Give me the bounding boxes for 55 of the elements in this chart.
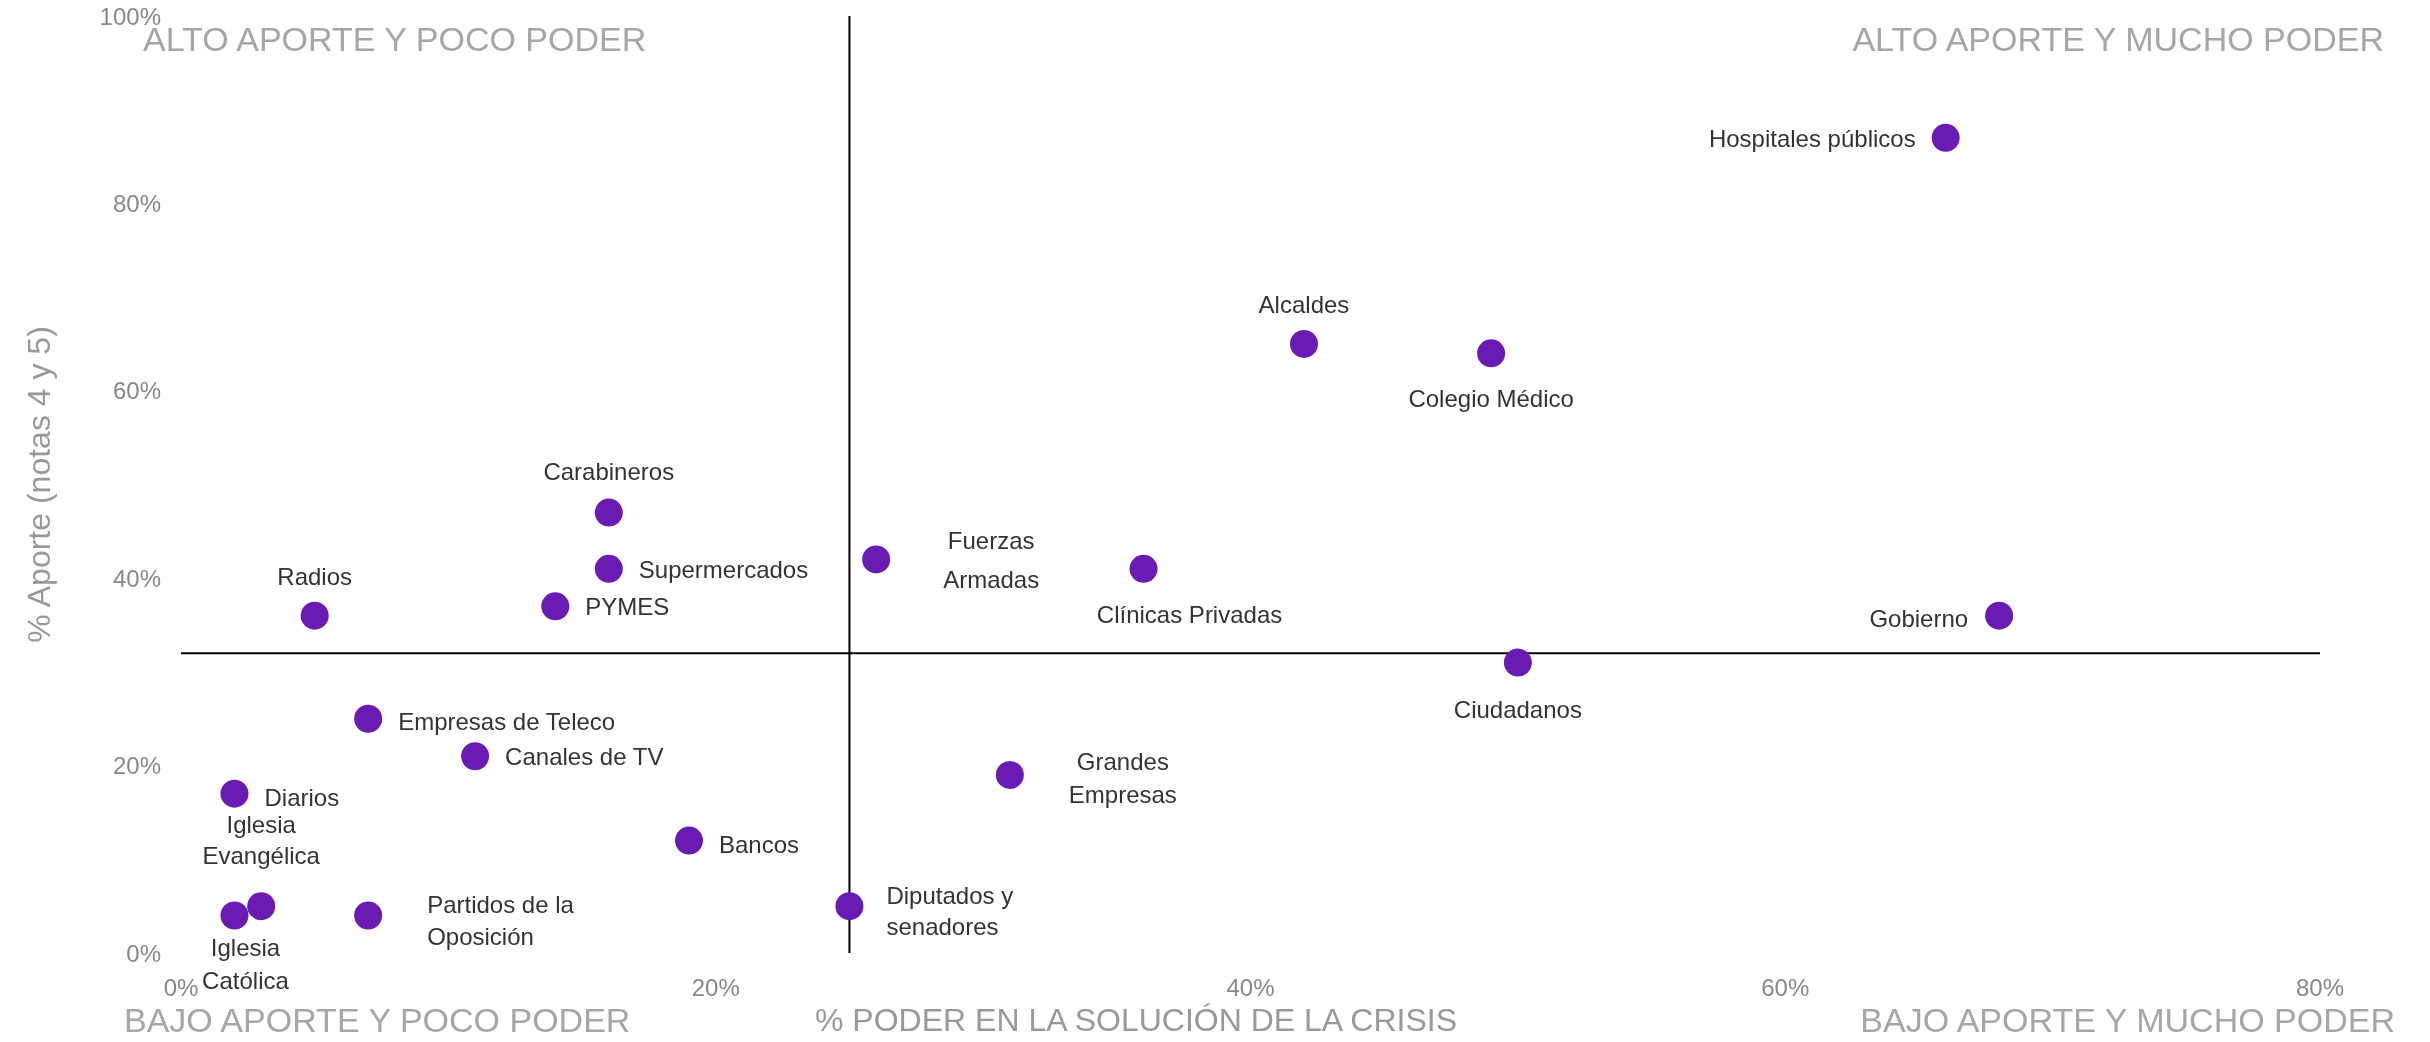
x-axis-title: % PODER EN LA SOLUCIÓN DE LA CRISIS (815, 1002, 1457, 1038)
annotation: Empresas de Teleco (398, 707, 616, 735)
text: BAJO APORTE Y POCO PODER (124, 1001, 631, 1039)
point (1289, 329, 1318, 358)
y-tick-label: 0% (126, 939, 161, 967)
annotation: Bancos (719, 830, 800, 858)
x-tick-label: 20% (691, 974, 740, 1002)
point (220, 901, 249, 930)
annotation: Canales de TV (505, 742, 664, 770)
annotation: Carabineros (543, 457, 675, 485)
annotation: Iglesia Evangélica (202, 810, 321, 869)
annotation: Colegio Médico (1408, 384, 1574, 412)
point (1129, 554, 1158, 583)
point (247, 892, 276, 921)
point (594, 498, 623, 527)
annotation: Diputados y senadores (886, 881, 1014, 940)
point (220, 779, 249, 808)
annotation: Gobierno (1869, 604, 1969, 632)
point (675, 826, 704, 855)
y-tick-label: 40% (112, 564, 161, 592)
y-tick-label: 60% (112, 377, 161, 405)
annotation: Ciudadanos (1453, 695, 1582, 723)
text: BAJO APORTE Y MUCHO PODER (1860, 1001, 2395, 1039)
x-tick-label: 80% (2295, 974, 2345, 1002)
x-tick-label: 0% (163, 974, 199, 1002)
annotation: Radios (277, 562, 353, 590)
annotation: Clínicas Privadas (1096, 600, 1283, 628)
annotation: PYMES (585, 592, 670, 620)
annotation: Grandes Empresas (1068, 747, 1177, 808)
point (995, 760, 1024, 789)
point (1503, 648, 1532, 677)
point (1985, 601, 2014, 630)
point (461, 742, 490, 771)
point (1931, 123, 1960, 152)
annotation: Supermercados (638, 555, 809, 583)
y-axis-title: % Aporte (notas 4 y 5) (21, 326, 57, 643)
point (594, 554, 623, 583)
y-tick-label: 20% (112, 752, 161, 780)
point (300, 601, 329, 630)
annotation: Alcaldes (1258, 290, 1350, 318)
annotation: Diarios (264, 783, 340, 811)
point (1477, 339, 1506, 368)
annotation: Fuerzas Armadas (943, 526, 1040, 593)
point (354, 901, 383, 930)
point (541, 592, 570, 621)
annotation: ALTO APORTE Y MUCHO PODER (1852, 20, 2384, 58)
annotation: Iglesia Católica (202, 933, 290, 994)
annotation: Hospitales públicos (1708, 124, 1916, 152)
x-tick-label: 60% (1761, 974, 1810, 1002)
point (354, 704, 383, 733)
point (862, 545, 891, 574)
x-tick-label: 40% (1226, 974, 1275, 1002)
annotation: Partidos de la Oposición (427, 890, 575, 950)
point (835, 892, 864, 921)
y-tick-label: 80% (112, 189, 161, 217)
